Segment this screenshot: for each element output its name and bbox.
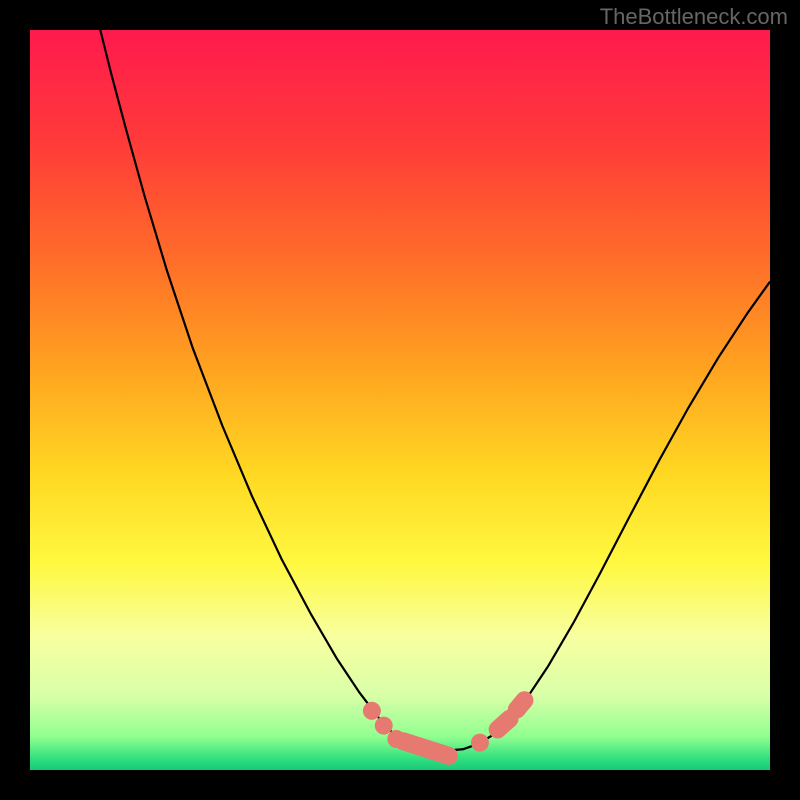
chart-gradient-bg [30,30,770,770]
watermark-text: TheBottleneck.com [600,4,788,30]
bottleneck-chart [0,0,800,800]
